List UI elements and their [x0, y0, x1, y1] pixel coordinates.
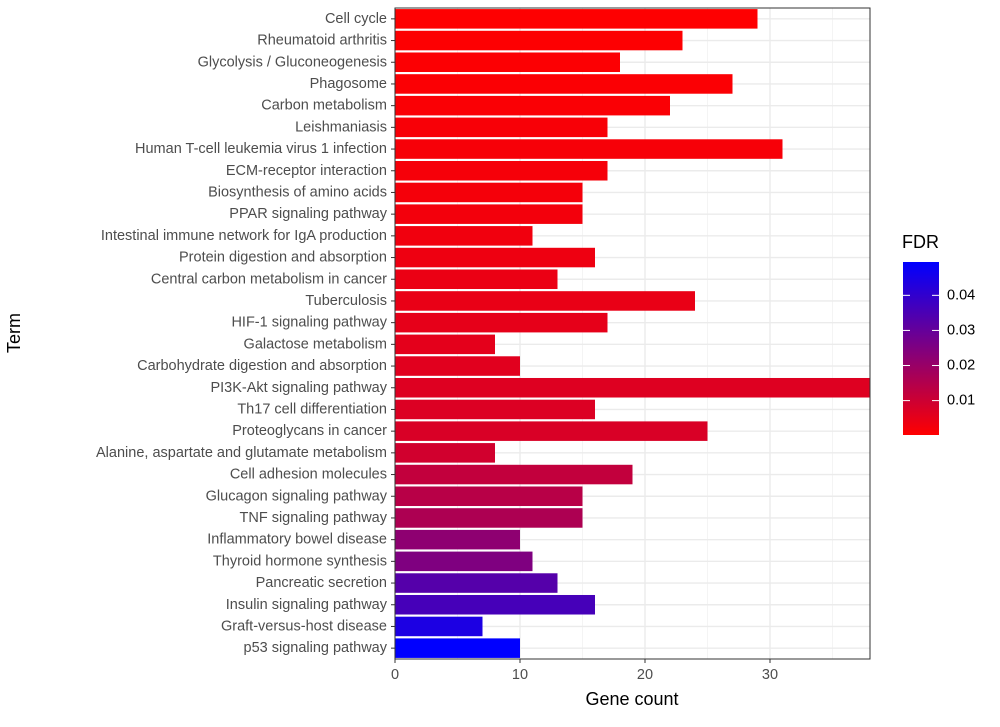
panel-background: [395, 8, 870, 659]
bar: [395, 464, 633, 485]
bar: [395, 377, 870, 398]
y-tick-label: Carbon metabolism: [261, 98, 387, 114]
y-tick-label: Protein digestion and absorption: [179, 250, 387, 266]
bar: [395, 486, 583, 507]
y-tick-label: Cell cycle: [325, 11, 387, 27]
y-tick-label: Central carbon metabolism in cancer: [151, 271, 387, 287]
legend-tick-label: 0.02: [947, 358, 975, 374]
x-axis-title: Gene count: [585, 689, 678, 709]
bar: [395, 74, 733, 94]
y-tick-label: ECM-receptor interaction: [226, 163, 387, 179]
y-tick-label: Leishmaniasis: [295, 119, 387, 135]
legend-tick-label: 0.04: [947, 287, 975, 303]
bar: [395, 117, 608, 138]
y-tick-label: PI3K-Akt signaling pathway: [210, 380, 387, 396]
bar: [395, 9, 758, 29]
fdr-legend: FDR 0.01 0.02 0.03 0.04: [902, 232, 975, 435]
bar: [395, 160, 608, 181]
y-tick-label: Insulin signaling pathway: [226, 597, 388, 613]
bar: [395, 508, 583, 528]
bar: [395, 399, 595, 420]
y-tick-label: Rheumatoid arthritis: [257, 33, 387, 49]
bar: [395, 529, 520, 550]
y-tick-label: Inflammatory bowel disease: [207, 532, 387, 548]
bar: [395, 443, 495, 463]
y-tick-label: HIF-1 signaling pathway: [231, 315, 387, 331]
y-tick-labels: Cell cycle Rheumatoid arthritis Glycolysis…: [96, 11, 395, 656]
x-tick-label: 10: [512, 667, 528, 683]
x-tick-label: 0: [391, 667, 399, 683]
x-tick-label: 30: [762, 667, 778, 683]
y-tick-label: p53 signaling pathway: [244, 640, 388, 656]
y-tick-label: Intestinal immune network for IgA produc…: [101, 228, 387, 244]
bar: [395, 551, 533, 572]
y-tick-label: Glucagon signaling pathway: [206, 488, 388, 504]
legend-tick-label: 0.03: [947, 322, 975, 338]
bar: [395, 638, 520, 658]
y-tick-label: TNF signaling pathway: [240, 510, 388, 526]
y-tick-label: Glycolysis / Gluconeogenesis: [198, 54, 387, 70]
bar: [395, 573, 558, 593]
y-tick-label: Galactose metabolism: [244, 336, 387, 352]
panel-border: [394, 7, 871, 660]
y-tick-label: Carbohydrate digestion and absorption: [137, 358, 387, 374]
bar: [395, 594, 595, 615]
y-tick-label: PPAR signaling pathway: [229, 206, 387, 222]
y-tick-label: Phagosome: [310, 76, 387, 92]
legend-ticks: 0.01 0.02 0.03 0.04: [903, 287, 975, 409]
y-tick-label: Graft-versus-host disease: [221, 618, 387, 634]
bar: [395, 421, 708, 441]
bar: [395, 291, 695, 311]
bar: [395, 95, 670, 116]
bar: [395, 334, 495, 355]
y-tick-label: Proteoglycans in cancer: [232, 423, 387, 439]
y-axis-title: Term: [4, 313, 24, 353]
bar: [395, 204, 583, 224]
legend-tick-label: 0.01: [947, 393, 975, 409]
legend-title: FDR: [902, 232, 939, 252]
y-tick-label: Pancreatic secretion: [256, 575, 387, 591]
legend-color-bar: [903, 262, 939, 435]
y-tick-label: Tuberculosis: [305, 293, 387, 309]
x-tick-labels: 0 10 20 30: [391, 659, 778, 683]
bar: [395, 247, 595, 268]
y-tick-label: Biosynthesis of amino acids: [208, 184, 387, 200]
x-tick-label: 20: [637, 667, 653, 683]
y-tick-label: Thyroid hormone synthesis: [213, 553, 387, 569]
bar: [395, 139, 783, 159]
bar: [395, 356, 520, 376]
y-tick-label: Th17 cell differentiation: [237, 401, 387, 417]
bar: [395, 182, 583, 203]
bar: [395, 226, 533, 246]
bars: [395, 9, 870, 658]
bar: [395, 52, 620, 73]
bar: [395, 616, 483, 637]
y-tick-label: Cell adhesion molecules: [230, 467, 387, 483]
bar: [395, 30, 683, 51]
y-tick-label: Human T-cell leukemia virus 1 infection: [135, 141, 387, 157]
bar: [395, 312, 608, 333]
bar: [395, 269, 558, 290]
y-tick-label: Alanine, aspartate and glutamate metabol…: [96, 445, 387, 461]
